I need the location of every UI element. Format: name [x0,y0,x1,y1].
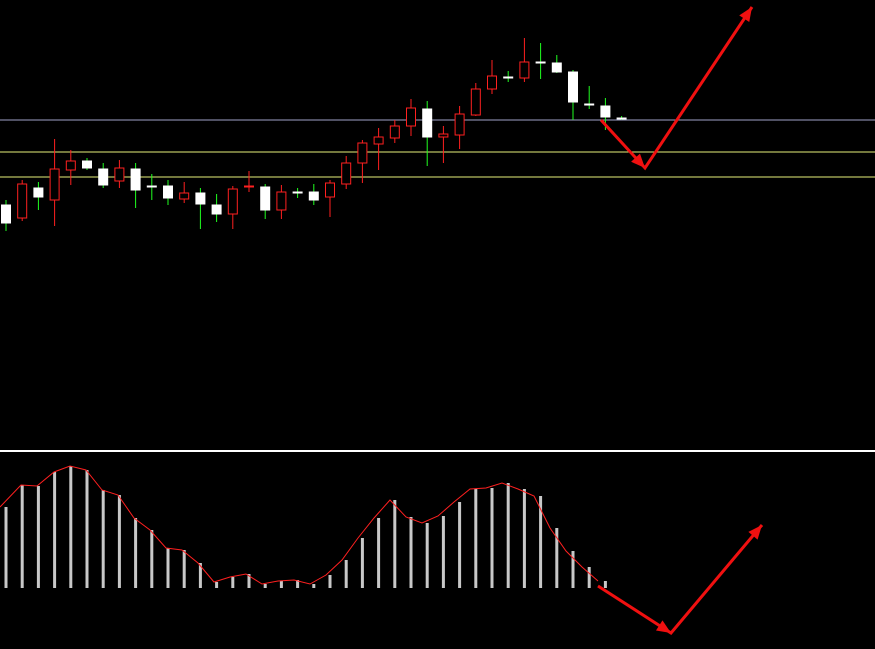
candle-body [406,107,416,127]
candle-body [551,62,562,73]
candle [65,150,76,185]
candle-body [146,185,157,188]
candle [179,182,190,203]
candle [146,174,157,200]
candle [454,106,465,149]
candle-body [179,192,190,200]
candle [1,200,11,231]
candle-body [260,186,271,211]
candle-body [568,71,578,103]
candle [49,139,60,226]
candle [325,180,335,217]
candle-body [98,168,109,186]
candle [244,171,254,192]
oscillator-projection-arrow-head [655,620,671,633]
candle-body [438,133,449,138]
candle [130,163,141,208]
candle-body [195,192,206,205]
candle [406,99,416,136]
candle-body [163,185,173,199]
candle-body [65,160,76,171]
candle [17,180,28,221]
candle [98,163,109,188]
candle-body [292,191,303,194]
candle [470,83,481,116]
candle [519,38,530,82]
candle-body [227,188,238,215]
candle-body [535,61,546,64]
candle [292,188,303,198]
candle-body [308,191,319,201]
candle [503,71,514,82]
candle-body [422,108,433,138]
candle [389,120,400,143]
candle [211,194,222,222]
candle [195,188,206,229]
price-projection-arrow-head [631,153,645,168]
candle [276,185,287,219]
candle [260,184,271,219]
candle-body [584,103,595,106]
candle-body [616,117,627,120]
price-projection-arrow-head [739,7,752,22]
oscillator-projection-arrow-head [748,525,762,540]
candle [535,43,546,79]
candle [82,158,92,170]
candle [551,55,562,73]
candle-body [49,168,60,201]
candle-body [373,136,384,145]
candle-body [389,125,400,139]
oscillator-pane [0,465,764,635]
candle-body [211,204,222,215]
candle-body [130,168,141,191]
candle [487,60,497,94]
candle-body [1,204,11,224]
candle [438,126,449,163]
candle [114,160,125,188]
candle-body [470,88,481,116]
candle [373,128,384,170]
candle-body [114,167,125,182]
candle [163,180,173,205]
candle-body [341,162,352,185]
candle [227,186,238,229]
candle [308,184,319,205]
candle-body [487,75,497,90]
candle [584,86,595,109]
candle-body [17,183,28,219]
candle-body [33,187,44,198]
candle-body [600,105,611,118]
oscillator-signal-line [0,465,599,585]
candle [422,101,433,166]
candle-body [357,142,368,164]
candle-body [519,61,530,79]
candle [341,156,352,189]
price-projection-arrow [599,6,754,171]
oscillator-projection-arrow [597,524,764,635]
candle [357,140,368,183]
candle-body [503,76,514,79]
candle-body [454,113,465,136]
candle [568,70,578,120]
price-pane [0,6,875,231]
candle-body [244,185,254,188]
candle-body [82,160,92,169]
candle [616,116,627,120]
candle-body [276,191,287,211]
candle [33,182,44,210]
candle-body [325,182,335,198]
